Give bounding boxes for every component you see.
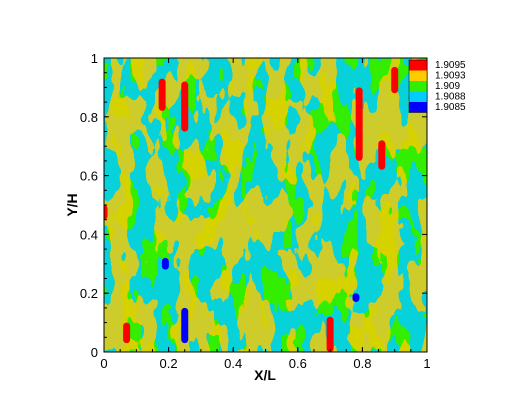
contour-feature-0 — [158, 78, 166, 111]
legend-swatch — [409, 81, 427, 92]
legend-label: 1.9088 — [435, 92, 466, 103]
legend-frame — [408, 59, 428, 113]
legend-swatch — [409, 102, 427, 113]
y-tick-label: 0.8 — [80, 110, 98, 125]
x-axis-ticks: 0 0.2 0.4 0.6 0.8 1 — [100, 58, 431, 371]
y-tick-label: 0.4 — [80, 227, 98, 242]
x-tick-label: 0.6 — [289, 356, 307, 371]
y-tick-label: 0.2 — [80, 286, 98, 301]
x-tick-label: 0.2 — [160, 356, 178, 371]
contour-feature-6 — [123, 322, 131, 344]
y-tick-label: 1 — [91, 51, 98, 66]
contour-features — [104, 66, 399, 352]
legend-label: 1.9095 — [435, 60, 466, 71]
legend-swatch — [409, 91, 427, 102]
contour-feature-8 — [181, 307, 189, 344]
legend-swatch — [409, 70, 427, 81]
legend-label: 1.9085 — [435, 102, 466, 113]
legend-swatch — [409, 60, 427, 71]
contour-feature-10 — [161, 257, 169, 270]
contour-feature-1 — [181, 81, 189, 132]
x-tick-label: 0.4 — [224, 356, 242, 371]
contour-feature-4 — [391, 66, 399, 94]
contour-feature-2 — [355, 87, 363, 161]
y-axis-label: Y/H — [64, 193, 80, 216]
contour-feature-9 — [352, 293, 360, 303]
y-axis-ticks: 0 0.2 0.4 0.6 0.8 1 — [80, 51, 427, 360]
x-tick-label: 0 — [100, 356, 107, 371]
contour-feature-3 — [378, 140, 386, 170]
x-tick-label: 0.8 — [353, 356, 371, 371]
y-tick-label: 0.6 — [80, 169, 98, 184]
legend-label: 1.909 — [435, 81, 460, 92]
contour-feature-7 — [104, 205, 108, 220]
x-tick-label: 1 — [423, 356, 430, 371]
plot-area — [104, 58, 427, 352]
y-tick-label: 0 — [91, 345, 98, 360]
field-high-texture — [104, 58, 427, 352]
legend-label: 1.9093 — [435, 71, 466, 82]
x-axis-label: X/L — [254, 367, 276, 383]
contour-feature-5 — [326, 316, 334, 352]
